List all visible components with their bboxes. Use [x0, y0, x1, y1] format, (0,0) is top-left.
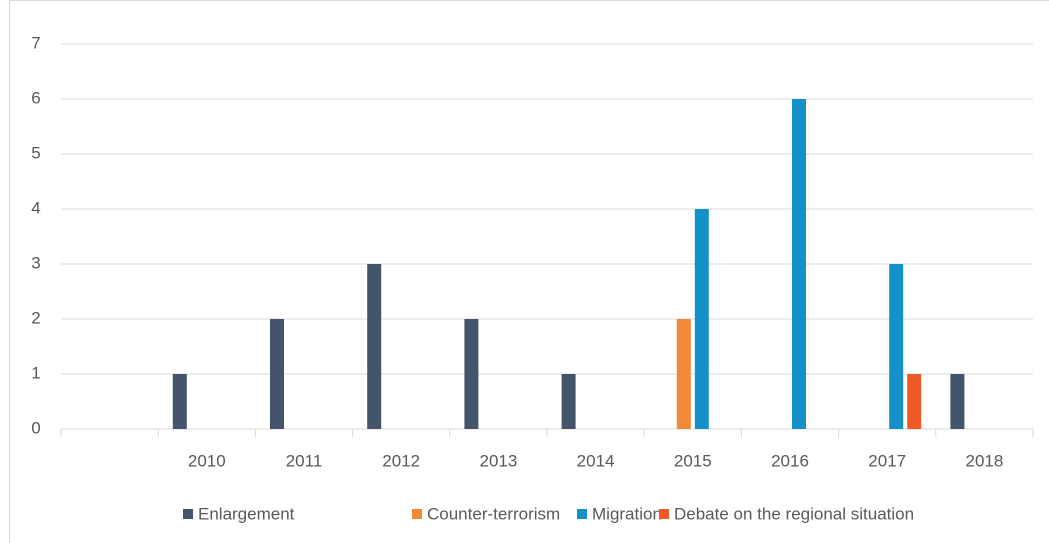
x-tick-label: 2012 [382, 451, 420, 470]
bar [694, 209, 709, 429]
y-tick-label: 3 [31, 253, 40, 272]
x-tick-label: 2010 [188, 451, 226, 470]
legend-label: Migration [592, 504, 662, 523]
y-tick-label: 1 [31, 363, 40, 382]
y-tick-label: 6 [31, 88, 40, 107]
legend-swatch [577, 509, 587, 519]
legend-swatch [183, 509, 193, 519]
bar [907, 374, 922, 429]
x-tick-label: 2016 [771, 451, 809, 470]
y-tick-label: 5 [31, 143, 40, 162]
bar [464, 319, 479, 429]
bar [950, 374, 965, 429]
bar [367, 264, 382, 429]
x-tick-label: 2017 [868, 451, 906, 470]
legend-swatch [412, 509, 422, 519]
bar [270, 319, 284, 429]
bar [561, 374, 576, 429]
legend-label: Enlargement [198, 504, 295, 523]
legend-label: Counter-terrorism [427, 504, 560, 523]
bar [889, 264, 904, 429]
x-tick-label: 2014 [577, 451, 615, 470]
bar [172, 374, 187, 429]
legend-swatch [659, 509, 669, 519]
chart-frame [9, 0, 1049, 543]
x-tick-label: 2011 [286, 451, 323, 470]
bar [792, 99, 806, 429]
bar [676, 319, 691, 429]
x-tick-label: 2015 [674, 451, 712, 470]
x-tick-label: 2013 [479, 451, 517, 470]
y-tick-label: 4 [31, 198, 40, 217]
legend-label: Debate on the regional situation [674, 504, 914, 523]
x-tick-label: 2018 [965, 451, 1003, 470]
y-tick-label: 2 [31, 308, 40, 327]
y-tick-label: 0 [31, 418, 40, 437]
y-tick-label: 7 [31, 33, 40, 52]
